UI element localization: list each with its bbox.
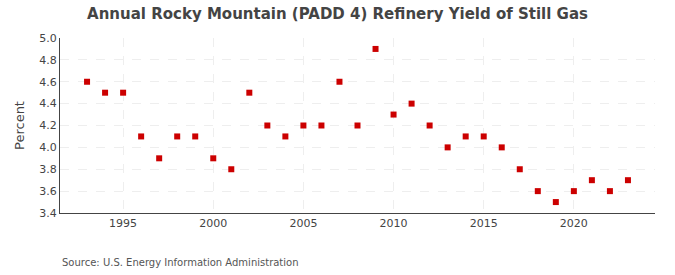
svg-text:4.4: 4.4 [39,97,57,110]
svg-text:4.8: 4.8 [39,54,57,67]
svg-text:2000: 2000 [199,217,227,230]
svg-text:Percent: Percent [12,101,27,150]
svg-text:3.4: 3.4 [39,207,57,220]
svg-text:Source: U.S. Energy Informatio: Source: U.S. Energy Information Administ… [62,257,299,268]
svg-text:2020: 2020 [560,217,588,230]
svg-text:4.0: 4.0 [39,141,57,154]
svg-text:2005: 2005 [289,217,317,230]
svg-text:4.2: 4.2 [39,119,57,132]
svg-text:2010: 2010 [380,217,408,230]
svg-text:3.6: 3.6 [39,185,57,198]
svg-text:3.8: 3.8 [39,163,57,176]
svg-text:Annual Rocky Mountain (PADD 4): Annual Rocky Mountain (PADD 4) Refinery … [87,5,588,23]
svg-text:1995: 1995 [109,217,137,230]
svg-text:2015: 2015 [470,217,498,230]
svg-text:5.0: 5.0 [39,32,57,45]
svg-text:4.6: 4.6 [39,76,57,89]
